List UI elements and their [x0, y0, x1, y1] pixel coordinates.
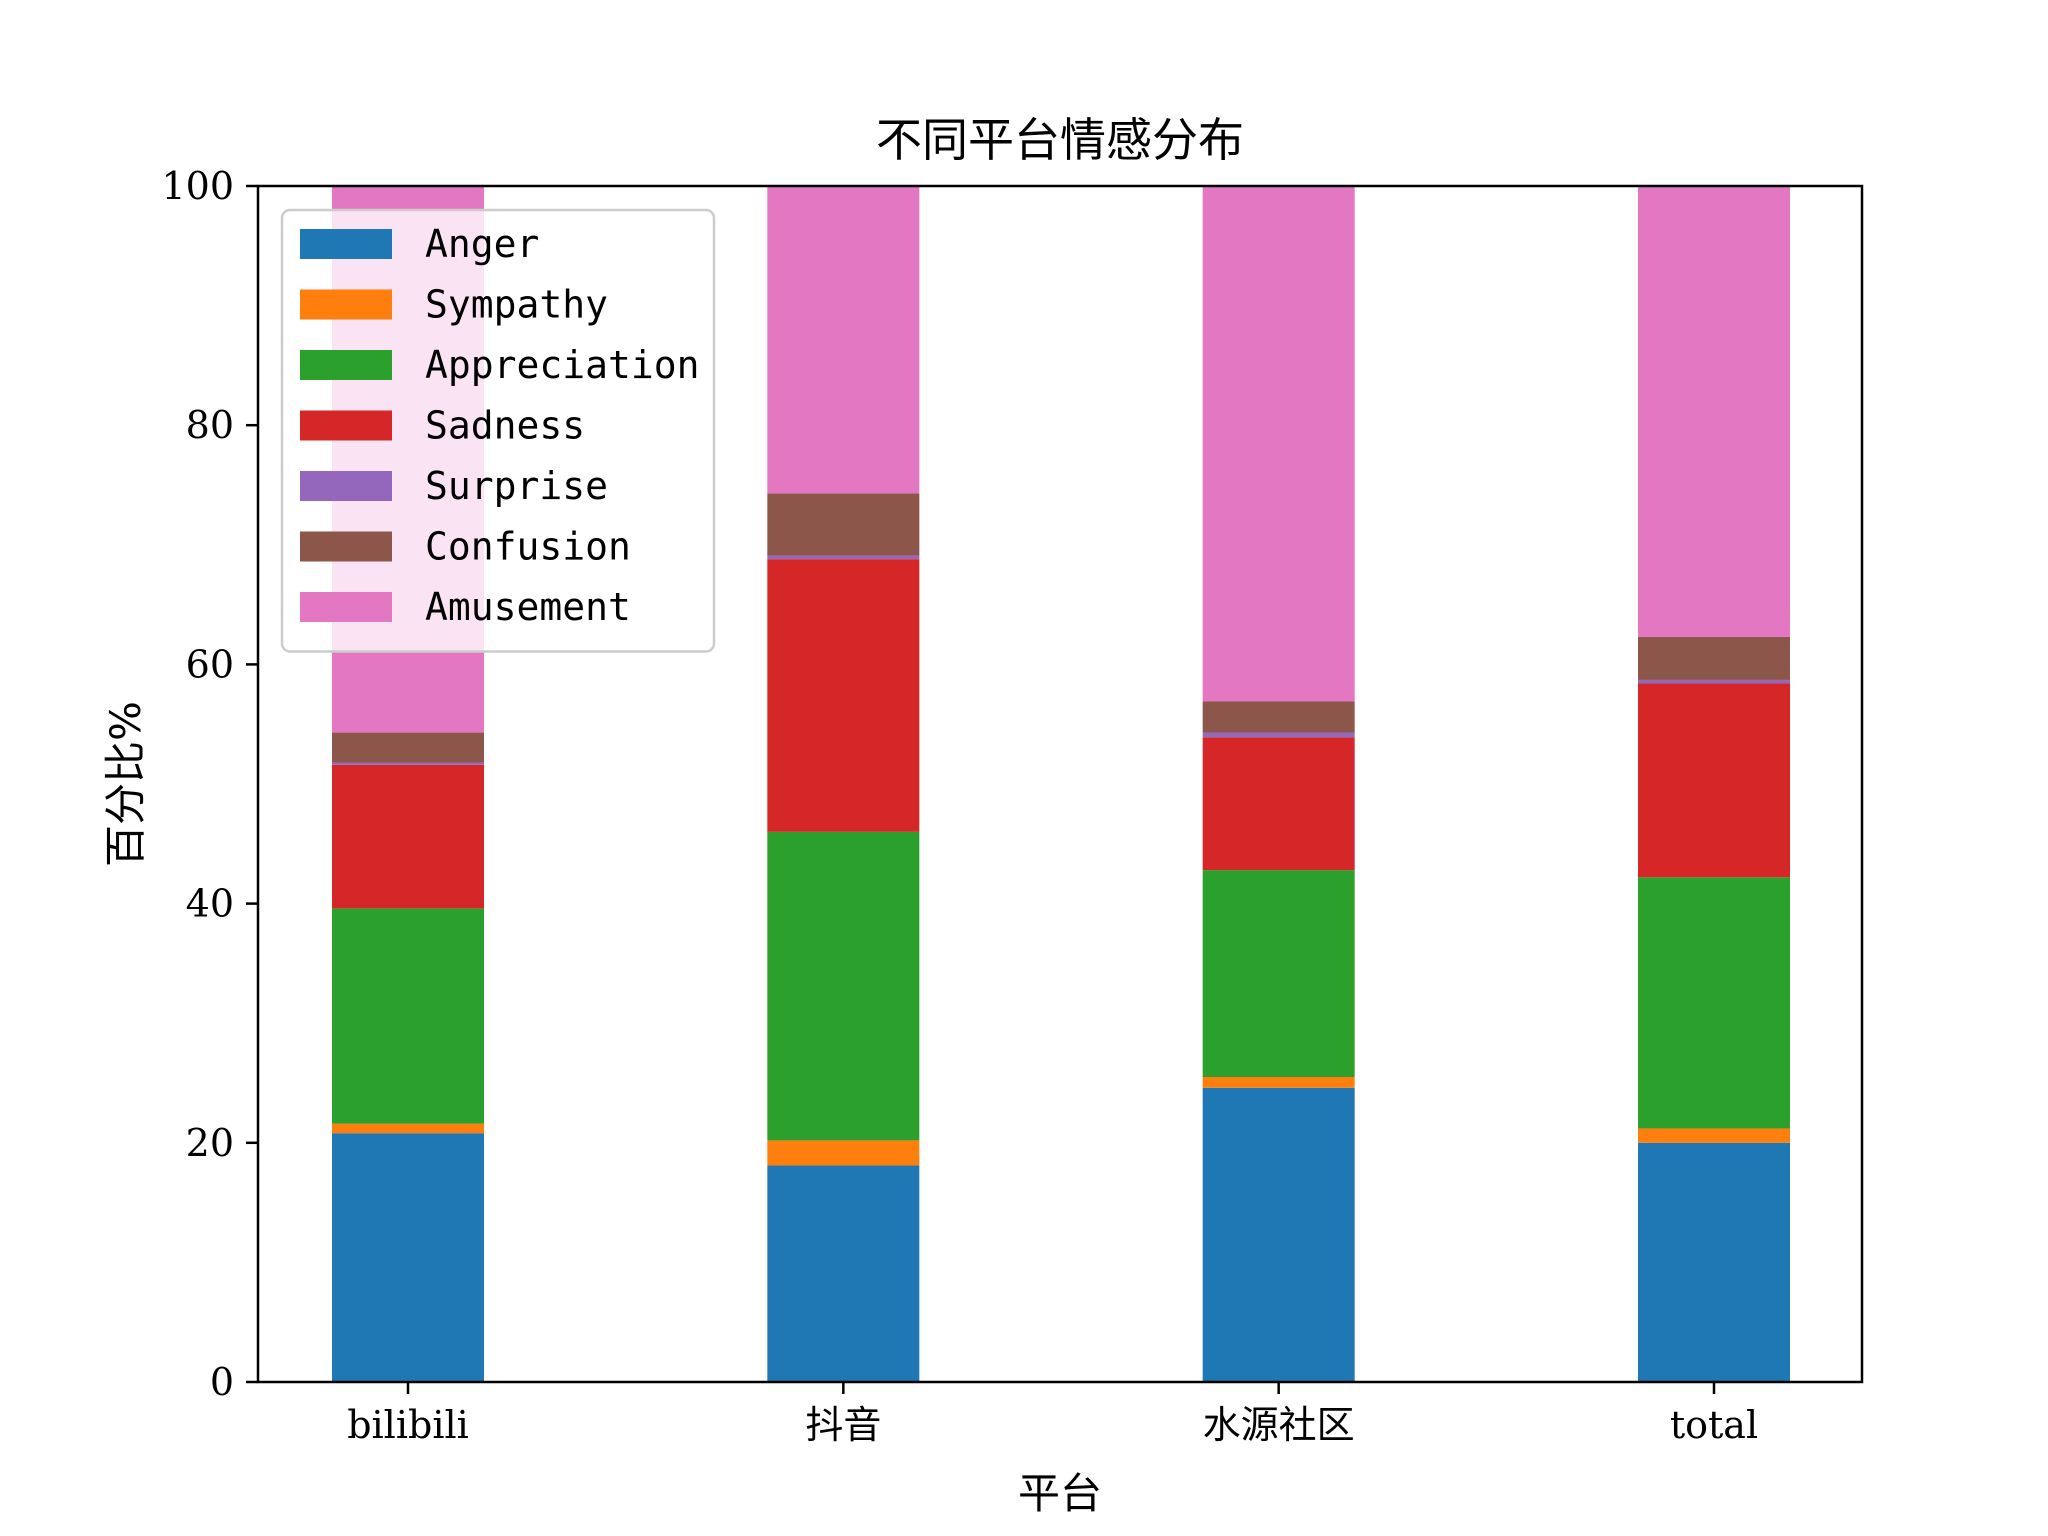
- legend-swatch-appreciation: [300, 350, 392, 380]
- legend-swatch-sadness: [300, 410, 392, 441]
- legend-label-anger: Anger: [425, 222, 539, 266]
- legend-swatch-anger: [300, 229, 392, 259]
- bar-anger-0: [332, 1133, 484, 1382]
- bar-amusement-1: [767, 186, 920, 494]
- legend-label-sadness: Sadness: [425, 404, 585, 448]
- bar-surprise-3: [1638, 679, 1790, 684]
- bar-appreciation-1: [767, 831, 920, 1141]
- bar-sadness-3: [1638, 683, 1790, 878]
- legend-swatch-surprise: [300, 471, 392, 501]
- bar-confusion-2: [1202, 701, 1355, 733]
- plot-frame: [256, 184, 1864, 1384]
- x-axis-title: 平台: [1018, 1469, 1102, 1518]
- bar-confusion-0: [332, 732, 484, 763]
- bar-sadness-0: [332, 764, 484, 909]
- y-axis-title: 百分比%: [101, 701, 150, 867]
- x-axis: bilibili 抖音 水源社区 total: [347, 1382, 1758, 1447]
- bar-anger-2: [1202, 1087, 1355, 1382]
- y-tick-label: 100: [161, 164, 234, 208]
- bar-confusion-3: [1638, 636, 1790, 680]
- bar-surprise-0: [332, 762, 484, 765]
- y-tick-label: 20: [186, 1121, 234, 1165]
- bar-sadness-1: [767, 559, 920, 832]
- bar-appreciation-0: [332, 908, 484, 1124]
- bar-confusion-1: [767, 493, 920, 556]
- bar-sympathy-1: [767, 1140, 920, 1166]
- legend-label-sympathy: Sympathy: [425, 283, 608, 327]
- legend-label-confusion: Confusion: [425, 525, 631, 569]
- chart-title: 不同平台情感分布: [876, 113, 1244, 167]
- bar-anger-3: [1638, 1142, 1790, 1382]
- bar-surprise-1: [767, 555, 920, 560]
- bar-sympathy-2: [1202, 1077, 1355, 1088]
- bar-sadness-2: [1202, 737, 1355, 871]
- bar-sympathy-3: [1638, 1128, 1790, 1143]
- legend-label-amusement: Amusement: [425, 585, 631, 629]
- x-tick-label: 抖音: [805, 1403, 881, 1447]
- bar-anger-1: [767, 1165, 920, 1382]
- bar-appreciation-3: [1638, 877, 1790, 1129]
- legend-label-appreciation: Appreciation: [425, 343, 700, 387]
- y-tick-label: 0: [210, 1360, 234, 1404]
- legend-label-surprise: Surprise: [425, 464, 608, 508]
- bar-amusement-3: [1638, 186, 1790, 637]
- bar-appreciation-2: [1202, 870, 1355, 1078]
- bar-sympathy-0: [332, 1123, 484, 1134]
- legend-swatch-amusement: [300, 592, 392, 622]
- legend: Anger Sympathy Appreciation Sadness Surprise…: [280, 208, 716, 653]
- y-tick-label: 40: [186, 882, 234, 926]
- x-tick-label: bilibili: [347, 1403, 469, 1447]
- bar-amusement-2: [1202, 186, 1355, 702]
- y-tick-label: 60: [186, 642, 234, 686]
- bar-surprise-2: [1202, 732, 1355, 738]
- y-tick-label: 80: [186, 403, 234, 447]
- legend-swatch-sympathy: [300, 289, 392, 320]
- y-axis: 0 20 40 60 80 100: [161, 164, 258, 1404]
- x-tick-label: 水源社区: [1203, 1403, 1355, 1447]
- x-tick-label: total: [1670, 1403, 1758, 1447]
- legend-swatch-confusion: [300, 531, 392, 562]
